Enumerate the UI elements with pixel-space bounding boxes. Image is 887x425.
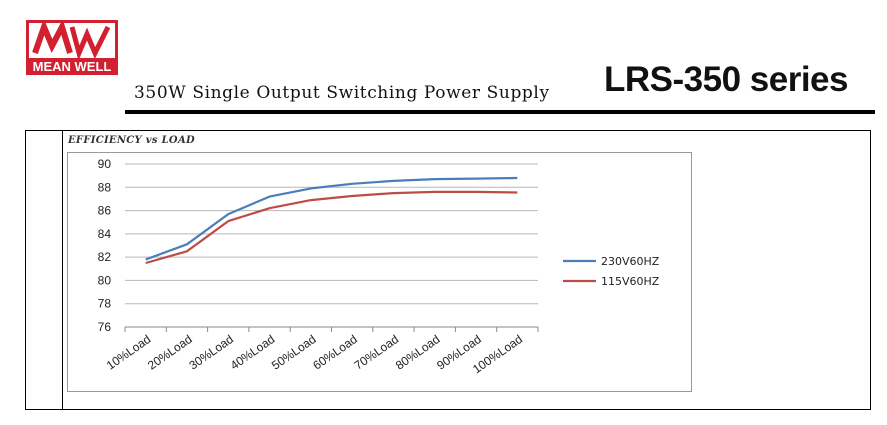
- y-tick-label: 86: [98, 204, 112, 218]
- y-tick-label: 80: [98, 273, 112, 287]
- x-tick-label: 10%Load: [104, 332, 154, 373]
- chart-panel: [25, 130, 871, 410]
- panel-divider: [62, 130, 63, 410]
- header-rule: [125, 110, 875, 114]
- chart-title: EFFICIENCY vs LOAD: [68, 135, 195, 146]
- x-tick-label: 80%Load: [393, 332, 443, 373]
- chart-frame: [67, 152, 692, 392]
- y-tick-label: 84: [98, 227, 112, 241]
- series-line-115v60hz: [145, 190, 518, 265]
- y-tick-label: 78: [98, 297, 112, 311]
- x-tick-label: 70%Load: [352, 332, 402, 373]
- y-tick-label: 76: [98, 320, 112, 334]
- mean-well-logo: MEAN WELL: [26, 20, 118, 75]
- legend-label: 115V60HZ: [601, 275, 660, 288]
- legend-label: 230V60HZ: [601, 255, 660, 268]
- product-subtitle: 350W Single Output Switching Power Suppl…: [134, 83, 550, 103]
- x-tick-label: 60%Load: [310, 332, 360, 373]
- series-line-230v60hz: [145, 176, 518, 261]
- series-title: LRS-350 series: [604, 60, 848, 99]
- brand-text: MEAN WELL: [33, 59, 112, 74]
- x-tick-label: 40%Load: [228, 332, 278, 373]
- y-tick-label: 90: [98, 157, 112, 171]
- x-tick-label: 30%Load: [186, 332, 236, 373]
- x-tick-label: 20%Load: [145, 332, 195, 373]
- x-tick-label: 50%Load: [269, 332, 319, 373]
- y-tick-label: 82: [98, 250, 112, 264]
- y-tick-label: 88: [98, 180, 112, 194]
